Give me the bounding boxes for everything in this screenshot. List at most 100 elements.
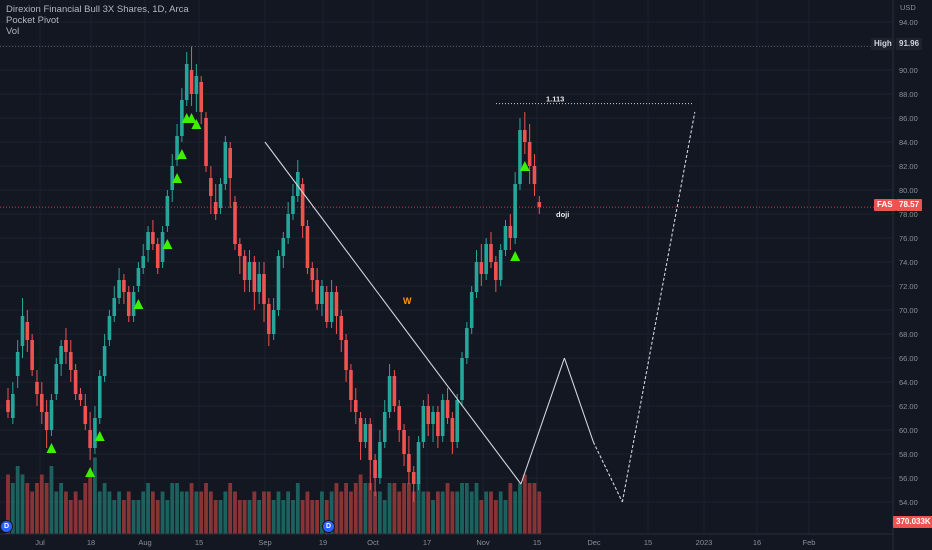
- volume-bar: [513, 491, 518, 534]
- time-axis-tick-label: 19: [319, 538, 327, 547]
- candle-body: [102, 346, 107, 376]
- high-label-tag: High: [871, 38, 895, 50]
- candle-body: [378, 442, 382, 478]
- legend-title[interactable]: Direxion Financial Bull 3X Shares, 1D, A…: [6, 4, 189, 15]
- volume-bar: [204, 483, 208, 534]
- candle-body: [141, 256, 146, 268]
- candle-body: [59, 346, 63, 364]
- volume-bar: [83, 483, 88, 534]
- candle-body: [78, 394, 83, 400]
- pocket-pivot-triangle: [133, 299, 144, 309]
- volume-bar: [59, 483, 64, 534]
- volume-bar: [291, 500, 295, 534]
- candle-body: [204, 118, 208, 166]
- volume-bar: [310, 500, 315, 534]
- candle-body: [469, 292, 474, 328]
- price-axis-tick-label: 72.00: [899, 282, 918, 291]
- high-label: High: [874, 39, 892, 48]
- candle-body: [93, 418, 97, 448]
- price-axis-tick-label: 94.00: [899, 18, 918, 27]
- time-axis-tick-label: Nov: [476, 538, 490, 547]
- candle-body: [527, 142, 532, 166]
- pocket-pivot-triangle: [94, 431, 105, 441]
- volume-value: 370.033K: [896, 517, 931, 526]
- candle-body: [518, 130, 522, 184]
- volume-bar: [266, 491, 271, 534]
- legend-indicator-volume[interactable]: Vol: [6, 26, 20, 37]
- candle-body: [334, 292, 339, 316]
- volume-bar: [97, 491, 102, 534]
- time-axis: Jul 18 Aug 15 Sep 19 Oct 17 Nov 15 Dec 15 2023 16 Feb: [0, 533, 893, 547]
- price-axis-tick-label: 74.00: [899, 258, 918, 267]
- volume-bar: [242, 500, 247, 534]
- volume-bar: [189, 483, 194, 534]
- volume-bar: [35, 483, 39, 534]
- volume-bar: [421, 491, 426, 534]
- dividend-badge-1[interactable]: D: [0, 520, 13, 533]
- price-axis-tick-label: 82.00: [899, 162, 918, 171]
- volume-bar: [455, 491, 460, 534]
- volume-bar: [484, 491, 489, 534]
- candle-body: [382, 412, 387, 442]
- candle-body: [257, 274, 261, 292]
- volume-bar: [68, 500, 73, 534]
- candle-body: [73, 370, 78, 394]
- candle-body: [344, 340, 348, 370]
- candle-body: [223, 142, 228, 184]
- volume-bar: [107, 491, 112, 534]
- price-axis-currency: USD: [900, 3, 916, 12]
- volume-bar: [30, 491, 35, 534]
- candle-body: [329, 292, 334, 322]
- candle-body: [40, 394, 44, 412]
- dividend-badge-2[interactable]: D: [322, 520, 335, 533]
- candle-body: [30, 340, 34, 370]
- price-axis-tick-label: 90.00: [899, 66, 918, 75]
- volume-bar: [474, 483, 479, 534]
- volume-bar: [165, 500, 170, 534]
- candle-body: [238, 244, 242, 256]
- candle-body: [151, 232, 155, 244]
- candle-body: [252, 262, 257, 292]
- candle-body: [363, 424, 368, 442]
- candle-body: [146, 232, 150, 250]
- volume-bar: [49, 466, 54, 534]
- candle-body: [368, 424, 373, 460]
- volume-bar: [25, 483, 30, 534]
- volume-bar: [170, 483, 175, 534]
- time-axis-tick-label: 2023: [696, 538, 713, 547]
- candle-body: [6, 400, 10, 412]
- volume-bar: [208, 491, 213, 534]
- volume-bar: [271, 500, 276, 534]
- price-axis-tick-label: 62.00: [899, 402, 918, 411]
- candle-body: [276, 256, 281, 310]
- candle-body: [54, 364, 59, 394]
- candle-body: [136, 268, 141, 286]
- candle-body: [218, 184, 223, 208]
- w-pattern-segment: [264, 141, 522, 485]
- volume-bar: [78, 500, 83, 534]
- candle-body: [112, 298, 117, 316]
- candle-body: [416, 442, 421, 484]
- volume-bar: [334, 483, 339, 534]
- candle-body: [184, 64, 189, 100]
- candle-body: [503, 226, 508, 250]
- price-axis-tick-label: 56.00: [899, 474, 918, 483]
- volume-bar: [329, 491, 334, 534]
- volume-bar: [93, 457, 97, 534]
- legend-indicator-pocket-pivot[interactable]: Pocket Pivot: [6, 15, 59, 26]
- pocket-pivot-triangle: [186, 113, 197, 123]
- volume-bar: [320, 491, 324, 534]
- candle-body: [291, 196, 295, 214]
- pocket-pivot-triangle: [510, 251, 521, 261]
- candle-body: [324, 292, 329, 322]
- price-axis-tick-label: 64.00: [899, 378, 918, 387]
- candle-body: [117, 280, 121, 298]
- volume-bar: [281, 500, 286, 534]
- candle-body: [44, 412, 49, 430]
- volume-bar: [426, 491, 431, 534]
- candle-body: [407, 454, 411, 472]
- volume-bar: [358, 474, 363, 534]
- candle-body: [305, 226, 310, 268]
